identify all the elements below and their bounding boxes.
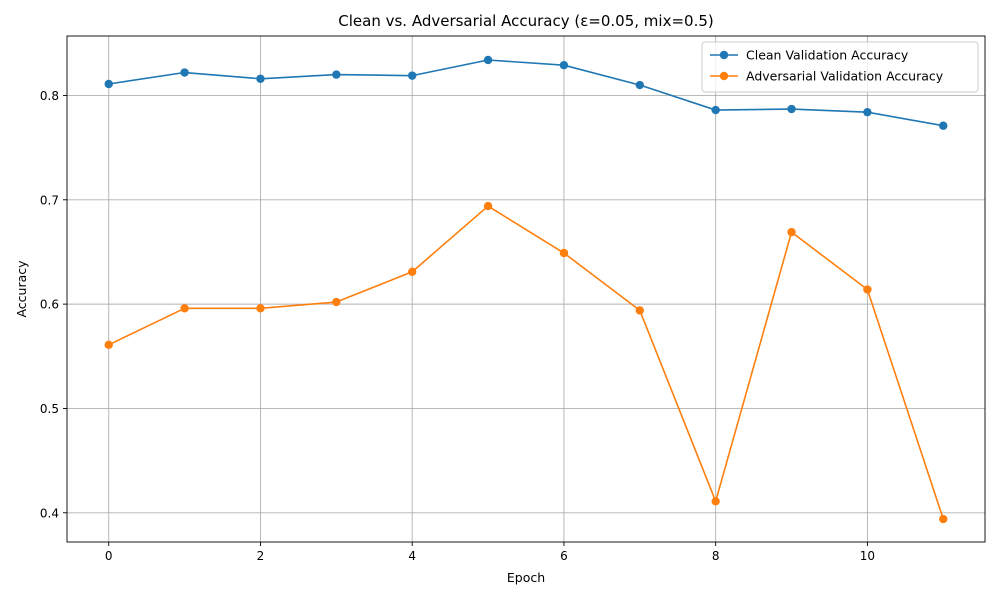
x-axis-ticks: 0 2 4 6 8 10 <box>105 542 875 563</box>
data-point <box>559 61 569 70</box>
data-point <box>256 304 265 313</box>
series-1 <box>104 55 948 130</box>
data-point <box>711 105 720 115</box>
data-point <box>483 201 493 211</box>
legend: Clean Validation Accuracy Adversarial Val… <box>701 41 979 93</box>
series-line <box>108 59 944 127</box>
series-2 <box>104 201 948 524</box>
legend-label: Clean Validation Accuracy <box>746 48 909 63</box>
y-tick-label: 0.4 <box>40 506 59 520</box>
data-point <box>787 227 796 237</box>
legend-label: Adversarial Validation Accuracy <box>746 69 944 84</box>
data-point <box>559 248 569 258</box>
chart-title: Clean vs. Adversarial Accuracy (ε=0.05, … <box>338 12 713 30</box>
x-tick-label: 8 <box>712 549 720 563</box>
data-point <box>711 497 720 506</box>
y-tick-label: 0.5 <box>40 402 59 416</box>
data-point <box>483 55 493 65</box>
data-point <box>787 104 796 114</box>
x-tick-label: 2 <box>257 549 265 563</box>
legend-marker <box>719 50 729 60</box>
data-point <box>635 80 645 90</box>
legend-item: Clean Validation Accuracy <box>710 48 909 63</box>
data-point <box>939 514 948 524</box>
data-point <box>180 304 189 313</box>
plot-frame <box>66 35 986 543</box>
x-tick-label: 6 <box>560 549 568 563</box>
data-point <box>104 79 113 89</box>
data-point <box>863 285 872 294</box>
legend-item: Adversarial Validation Accuracy <box>710 69 944 84</box>
data-point <box>104 340 113 350</box>
data-point <box>180 68 189 77</box>
x-tick-label: 4 <box>408 549 416 563</box>
data-point <box>256 74 265 83</box>
y-tick-label: 0.7 <box>40 193 59 207</box>
series-line <box>108 205 945 520</box>
data-point <box>332 70 341 79</box>
data-point <box>939 121 948 130</box>
data-point <box>635 306 645 315</box>
data-point <box>407 267 417 276</box>
legend-marker <box>719 71 729 81</box>
x-tick-label: 0 <box>105 549 113 563</box>
data-point <box>407 71 417 80</box>
y-axis-label: Accuracy <box>14 260 29 318</box>
y-tick-label: 0.8 <box>40 89 59 103</box>
data-point <box>863 107 872 117</box>
series-layer <box>104 55 948 524</box>
data-point <box>332 297 341 307</box>
y-axis-ticks: 0.4 0.5 0.6 0.7 0.8 <box>40 89 67 520</box>
x-tick-label: 10 <box>860 549 875 563</box>
x-axis-label: Epoch <box>507 570 545 585</box>
legend-frame <box>701 41 979 93</box>
y-tick-label: 0.6 <box>40 298 59 312</box>
